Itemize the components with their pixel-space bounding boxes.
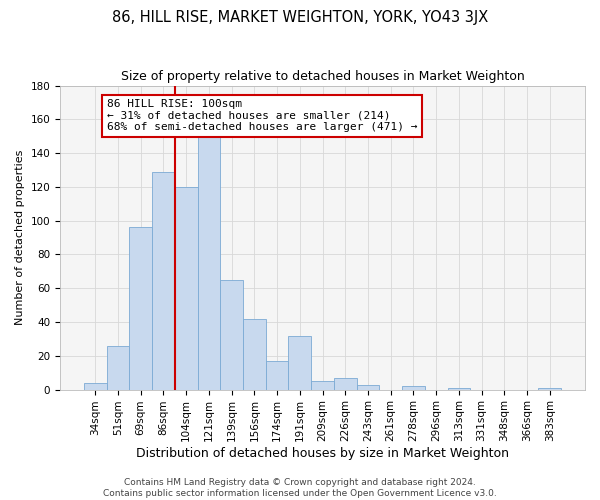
- Bar: [175, 187, 197, 390]
- Bar: [402, 386, 425, 390]
- Bar: [107, 346, 130, 390]
- Bar: [356, 384, 379, 390]
- Bar: [130, 228, 152, 390]
- Y-axis label: Number of detached properties: Number of detached properties: [15, 150, 25, 326]
- Bar: [448, 388, 470, 390]
- X-axis label: Distribution of detached houses by size in Market Weighton: Distribution of detached houses by size …: [136, 447, 509, 460]
- Bar: [197, 136, 220, 390]
- Bar: [243, 318, 266, 390]
- Bar: [266, 361, 289, 390]
- Bar: [220, 280, 243, 390]
- Bar: [311, 381, 334, 390]
- Bar: [289, 336, 311, 390]
- Bar: [334, 378, 356, 390]
- Bar: [84, 383, 107, 390]
- Bar: [152, 172, 175, 390]
- Text: 86, HILL RISE, MARKET WEIGHTON, YORK, YO43 3JX: 86, HILL RISE, MARKET WEIGHTON, YORK, YO…: [112, 10, 488, 25]
- Text: Contains HM Land Registry data © Crown copyright and database right 2024.
Contai: Contains HM Land Registry data © Crown c…: [103, 478, 497, 498]
- Title: Size of property relative to detached houses in Market Weighton: Size of property relative to detached ho…: [121, 70, 524, 83]
- Bar: [538, 388, 561, 390]
- Text: 86 HILL RISE: 100sqm
← 31% of detached houses are smaller (214)
68% of semi-deta: 86 HILL RISE: 100sqm ← 31% of detached h…: [107, 99, 417, 132]
